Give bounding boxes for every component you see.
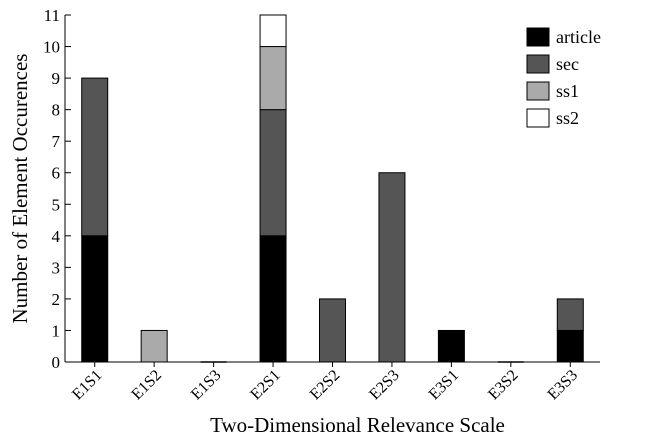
legend-swatch-sec xyxy=(526,54,550,74)
y-tick-label: 3 xyxy=(52,258,61,277)
x-tick-label: E3S3 xyxy=(545,367,582,404)
legend-label-ss1: ss1 xyxy=(556,81,579,101)
bar-segment-article-E3S1 xyxy=(437,329,465,363)
x-tick-label: E1S2 xyxy=(128,367,165,404)
x-axis: E1S1 E1S2 E1S3 E2S1 E2S2 E2S3 E3S1 E3S2 E3S3 xyxy=(65,361,600,404)
y-tick-label: 8 xyxy=(52,101,61,120)
bar-segment-sec-E2S3 xyxy=(378,172,406,363)
y-tick-label: 9 xyxy=(52,69,61,88)
legend-swatch-ss2 xyxy=(526,108,550,128)
x-tick-label: E2S3 xyxy=(366,367,403,404)
y-tick-label: 5 xyxy=(52,195,61,214)
y-tick-label: 2 xyxy=(52,290,61,309)
x-axis-title: Two-Dimensional Relevance Scale xyxy=(210,413,505,437)
x-tick-label: E1S3 xyxy=(188,367,225,404)
y-tick-label: 11 xyxy=(44,6,60,25)
bar-segment-article-E3S3 xyxy=(556,329,584,363)
x-tick-label: E2S1 xyxy=(247,367,284,404)
bar-segment-article-E1S1 xyxy=(81,235,109,363)
legend-label-sec: sec xyxy=(556,54,579,74)
bar-segment-sec-E2S1 xyxy=(259,109,287,237)
legend-swatch-ss1 xyxy=(526,81,550,101)
bar-segment-ss2-E2S1 xyxy=(259,14,287,48)
bar-segment-article-E2S1 xyxy=(259,235,287,363)
x-tick-label: E3S1 xyxy=(426,367,463,404)
bar-segment-sec-E2S2 xyxy=(319,298,346,363)
legend-swatch-article xyxy=(526,27,550,47)
x-tick-label: E1S1 xyxy=(69,367,106,404)
x-tick-label: E2S2 xyxy=(307,367,344,404)
plot-area xyxy=(81,14,584,363)
bar-segment-sec-E1S1 xyxy=(81,77,109,237)
legend-label-article: article xyxy=(556,27,601,47)
y-axis-title: Number of Element Occurences xyxy=(8,54,32,324)
y-tick-label: 7 xyxy=(52,132,61,151)
y-tick-label: 0 xyxy=(52,353,61,372)
y-tick-label: 1 xyxy=(52,321,61,340)
y-tick-label: 6 xyxy=(52,164,61,183)
bar-segment-sec-E3S3 xyxy=(556,298,584,331)
y-tick-label: 10 xyxy=(43,38,60,57)
x-tick-label: E3S2 xyxy=(485,367,522,404)
legend: article sec ss1 ss2 xyxy=(526,27,601,128)
legend-label-ss2: ss2 xyxy=(556,108,579,128)
bar-segment-ss1-E2S1 xyxy=(259,46,287,111)
y-tick-label: 4 xyxy=(52,227,61,246)
y-axis: 0 1 2 3 4 5 6 7 8 9 10 11 xyxy=(43,6,71,372)
bar-segment-ss1-E1S2 xyxy=(140,329,168,363)
